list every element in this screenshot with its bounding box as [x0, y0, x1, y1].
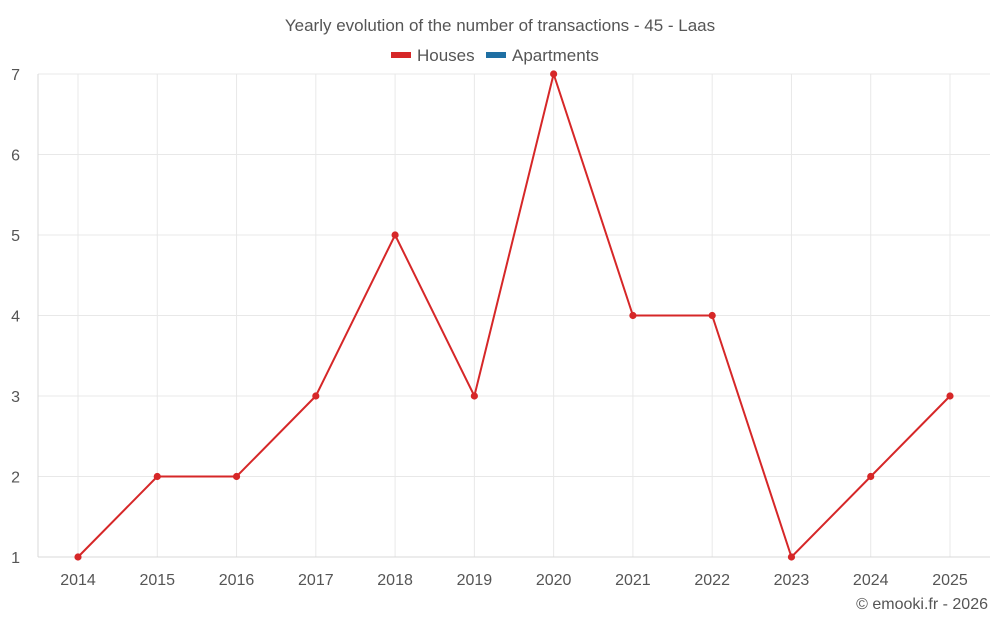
legend-swatch-houses [391, 52, 411, 58]
x-tick-label-2023: 2023 [774, 572, 810, 589]
x-tick-label-2021: 2021 [615, 572, 651, 589]
x-tick-label-2015: 2015 [139, 572, 175, 589]
chart-title: Yearly evolution of the number of transa… [285, 16, 715, 35]
data-point-houses-2018[interactable] [391, 231, 399, 239]
y-tick-label-2: 2 [11, 470, 20, 487]
data-point-houses-2021[interactable] [629, 311, 637, 320]
x-tick-label-2019: 2019 [457, 572, 493, 589]
legend: Houses Apartments [391, 46, 599, 65]
y-tick-label-6: 6 [11, 148, 20, 165]
x-tick-label-2016: 2016 [219, 572, 255, 589]
y-tick-label-3: 3 [11, 389, 20, 406]
series-line-houses [77, 70, 951, 559]
legend-swatch-apartments [486, 52, 506, 58]
legend-label-apartments[interactable]: Apartments [512, 46, 599, 65]
x-tick-label-2022: 2022 [694, 572, 730, 589]
data-point-houses-2017[interactable] [312, 392, 320, 400]
y-tick-label-7: 7 [11, 67, 20, 84]
x-tick-label-2020: 2020 [536, 572, 572, 589]
data-point-houses-2019[interactable] [470, 392, 478, 400]
y-tick-label-5: 5 [11, 228, 20, 245]
chart-credit: © emooki.fr - 2026 [856, 596, 988, 613]
x-tick-label-2025: 2025 [932, 572, 968, 589]
tick-layer: 1 2 3 4 5 6 7 2014 2015 2016 2017 2018 2019 2020 2021 2… [11, 67, 968, 589]
data-point-houses-2022[interactable] [708, 311, 716, 320]
grid-layer [38, 73, 990, 558]
y-tick-label-1: 1 [11, 550, 20, 567]
x-tick-label-2024: 2024 [853, 572, 889, 589]
y-tick-label-4: 4 [11, 309, 20, 326]
data-point-houses-2024[interactable] [867, 472, 875, 481]
legend-label-houses[interactable]: Houses [417, 46, 475, 65]
axis-layer [37, 74, 990, 558]
x-tick-label-2018: 2018 [377, 572, 413, 589]
data-point-houses-2016[interactable] [232, 472, 241, 481]
data-point-houses-2025[interactable] [946, 392, 954, 400]
series-layer [74, 70, 954, 561]
data-point-houses-2014[interactable] [74, 553, 82, 561]
x-tick-label-2014: 2014 [60, 572, 96, 589]
data-point-houses-2023[interactable] [787, 553, 796, 561]
data-point-houses-2020[interactable] [550, 70, 558, 78]
x-tick-label-2017: 2017 [298, 572, 334, 589]
data-point-houses-2015[interactable] [153, 472, 161, 481]
